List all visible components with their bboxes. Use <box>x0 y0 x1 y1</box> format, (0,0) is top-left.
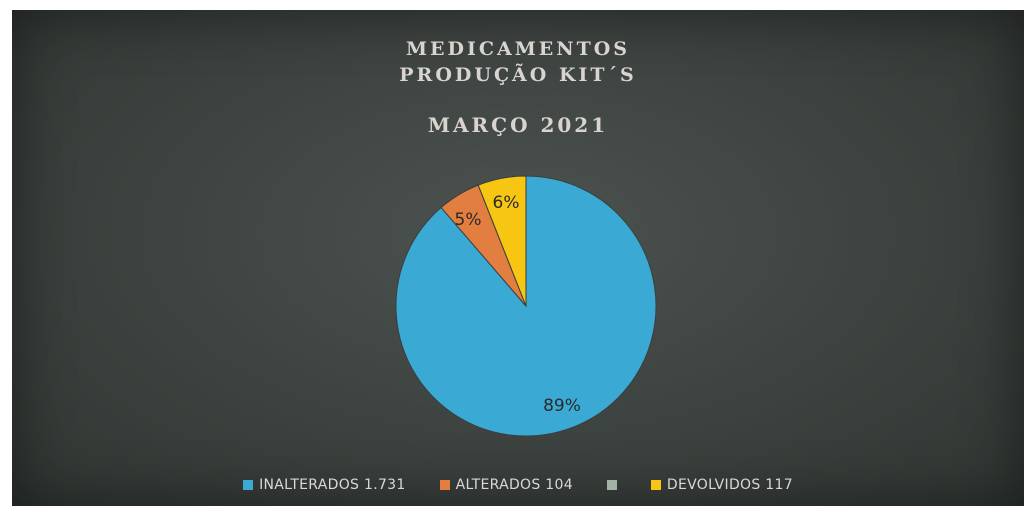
legend-item: DEVOLVIDOS 117 <box>650 477 793 493</box>
chart-legend: INALTERADOS 1.731 ALTERADOS 104 DEVOLVIDOS… <box>12 477 1024 493</box>
legend-item <box>606 480 617 490</box>
legend-label: DEVOLVIDOS 117 <box>666 477 793 493</box>
legend-label: ALTERADOS 104 <box>455 477 573 493</box>
pie-data-label: 6% <box>493 193 520 213</box>
pie-chart: 89% 5% 6% <box>395 175 657 437</box>
chart-title-line-1: MEDICAMENTOS <box>405 38 631 60</box>
legend-swatch <box>650 480 661 490</box>
legend-item: INALTERADOS 1.731 <box>243 477 406 493</box>
legend-swatch <box>243 480 254 490</box>
pie-data-label: 5% <box>455 210 482 230</box>
legend-item: ALTERADOS 104 <box>439 477 573 493</box>
legend-swatch <box>606 480 617 490</box>
chart-title-line-2: PRODUÇÃO KIT´S <box>399 64 637 86</box>
chart-area: MEDICAMENTOS PRODUÇÃO KIT´S MARÇO 2021 8… <box>12 10 1024 506</box>
pie-data-label: 89% <box>543 396 581 416</box>
legend-swatch <box>439 480 450 490</box>
pie-slice-devolvidos <box>477 175 527 307</box>
legend-label: INALTERADOS 1.731 <box>259 477 406 493</box>
pie-slice-inalterados <box>395 175 657 437</box>
chart-title-line-3: MARÇO 2021 <box>427 113 609 137</box>
